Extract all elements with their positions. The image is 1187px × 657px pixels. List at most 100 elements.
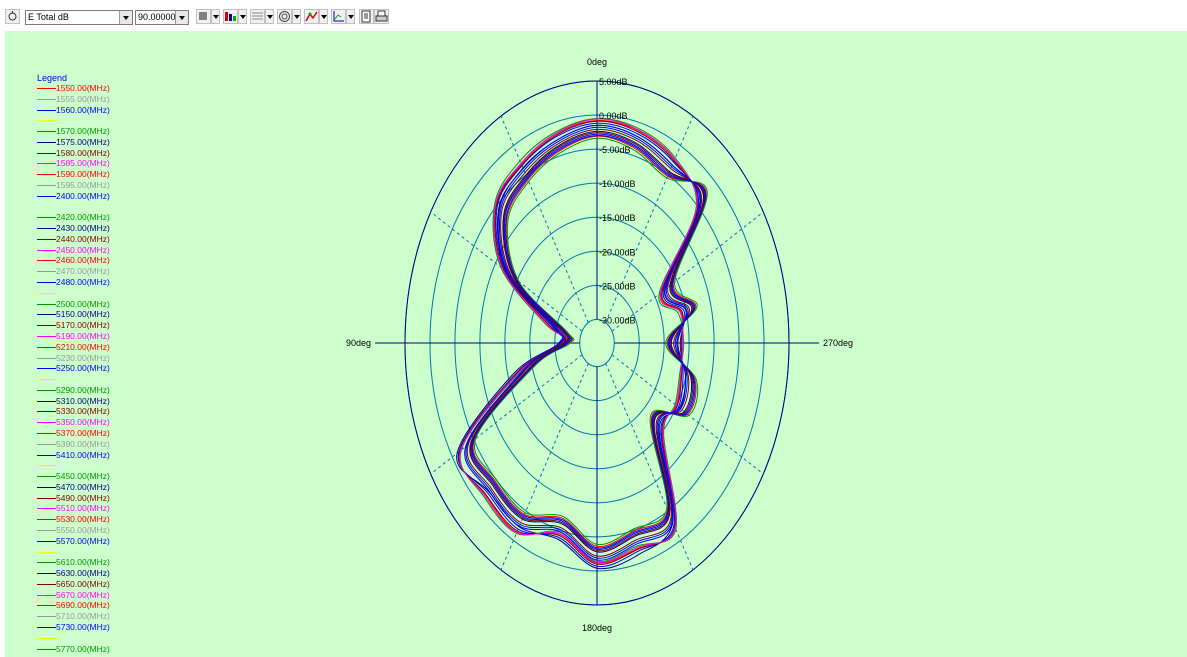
legend-swatch (37, 346, 56, 348)
copy-icon-glyph (361, 10, 371, 23)
legend-swatch (37, 152, 56, 154)
legend-item: 1570.00(MHz) (37, 126, 137, 137)
angle-label-top: 0deg (587, 57, 607, 67)
legend-swatch (37, 303, 56, 305)
view-icon[interactable] (196, 9, 211, 24)
legend-item: 1575.00(MHz) (37, 137, 137, 148)
legend-label: 1575.00(MHz) (56, 136, 110, 147)
legend-label: 2480.00(MHz) (56, 277, 110, 288)
legend-label: 5470.00(MHz) (56, 481, 110, 492)
legend-label: 5210.00(MHz) (56, 341, 110, 352)
grid-icon[interactable] (250, 9, 265, 24)
grid-spoke (605, 115, 694, 323)
chevron-down-icon[interactable] (119, 11, 132, 24)
legend-item: 1555.00(MHz) (37, 94, 137, 105)
legend-item: 5190.00(MHz) (37, 331, 137, 342)
legend-swatch (37, 98, 56, 100)
legend: Legend 1550.00(MHz) 1555.00(MHz) 1560.00(M… (5, 31, 125, 657)
series-line (464, 124, 701, 561)
plot-area[interactable]: Legend 1550.00(MHz) 1555.00(MHz) 1560.00(M… (5, 31, 1187, 657)
legend-title: Legend (37, 73, 68, 83)
legend-swatch (37, 389, 56, 391)
legend-label: 1595.00(MHz) (56, 180, 110, 191)
polar-dropdown[interactable] (292, 9, 301, 24)
angle-label-right: 270deg (823, 338, 853, 348)
legend-label: 2400.00(MHz) (56, 190, 110, 201)
pan-icon[interactable] (5, 9, 20, 24)
legend-item: 1550.00(MHz) (37, 83, 137, 94)
quantity-select[interactable]: E Total dB (25, 10, 133, 25)
legend-swatch (37, 422, 56, 424)
legend-label: 5410.00(MHz) (56, 449, 110, 460)
legend-swatch (37, 443, 56, 445)
legend-item: 2500.00(MHz) (37, 299, 137, 310)
legend-label: 1585.00(MHz) (56, 158, 110, 169)
axis-icon[interactable] (331, 9, 346, 24)
legend-item: 5370.00(MHz) (37, 428, 137, 439)
copy-icon[interactable] (359, 9, 374, 24)
legend-label: 5730.00(MHz) (56, 622, 110, 632)
legend-label: 5170.00(MHz) (56, 320, 110, 331)
legend-swatch (37, 637, 56, 639)
legend-item: 5350.00(MHz) (37, 417, 137, 428)
legend-label: 2430.00(MHz) (56, 223, 110, 234)
grid-spoke (430, 354, 583, 475)
grid-spoke (500, 363, 589, 571)
legend-label: 5690.00(MHz) (56, 600, 110, 611)
legend-item: 2400.00(MHz) (37, 191, 137, 202)
series-line (458, 120, 699, 565)
legend-swatch (37, 605, 56, 607)
legend-swatch (37, 249, 56, 251)
polar-icon-glyph (279, 11, 290, 22)
legend-item: 5730.00(MHz) (37, 622, 137, 633)
radial-tick-label: -30.00dB (599, 315, 636, 325)
legend-label: 5670.00(MHz) (56, 589, 110, 600)
polar-grid (375, 80, 819, 606)
chevron-down-icon[interactable] (175, 11, 188, 24)
legend-swatch (37, 400, 56, 402)
angle-label-left: 90deg (346, 338, 371, 348)
legend-swatch (37, 454, 56, 456)
plot-settings-icon[interactable] (223, 9, 238, 24)
axis-dropdown[interactable] (346, 9, 355, 24)
print-icon[interactable] (374, 9, 389, 24)
series-line (470, 132, 705, 552)
legend-swatch (37, 432, 56, 434)
view-dropdown[interactable] (211, 9, 220, 24)
legend-label: 1580.00(MHz) (56, 147, 110, 158)
marker-icon-glyph (305, 11, 318, 22)
legend-label: 2470.00(MHz) (56, 266, 110, 277)
legend-swatch (37, 616, 56, 618)
legend-swatch (37, 573, 56, 575)
legend-label: 2420.00(MHz) (56, 212, 110, 223)
legend-item: 2450.00(MHz) (37, 245, 137, 256)
legend-swatch (37, 131, 56, 133)
legend-swatch (37, 529, 56, 531)
legend-swatch (37, 282, 56, 284)
grid-spoke (605, 363, 694, 571)
marker-icon[interactable] (304, 9, 319, 24)
legend-swatch (37, 292, 56, 294)
plot-settings-dropdown[interactable] (238, 9, 247, 24)
legend-item: 1590.00(MHz) (37, 169, 137, 180)
marker-dropdown[interactable] (319, 9, 328, 24)
angle-select[interactable]: 90.0000000 (135, 10, 189, 25)
grid-dropdown[interactable] (265, 9, 274, 24)
legend-label: 5610.00(MHz) (56, 557, 110, 568)
grid-spoke (500, 115, 589, 323)
legend-swatch (37, 271, 56, 273)
legend-label: 2500.00(MHz) (56, 298, 110, 309)
series-line (457, 122, 700, 568)
legend-item: 5310.00(MHz) (37, 396, 137, 407)
legend-label: 5530.00(MHz) (56, 514, 110, 525)
polar-icon[interactable] (277, 9, 292, 24)
legend-item: 1585.00(MHz) (37, 158, 137, 169)
polar-chart: 0deg 270deg 90deg 180deg 5.00dB 0.00dB -5.00dB… (346, 57, 853, 633)
legend-swatch (37, 508, 56, 510)
legend-swatch (37, 120, 56, 122)
legend-label: 5330.00(MHz) (56, 406, 110, 417)
legend-swatch (37, 238, 56, 240)
view-icon-glyph (199, 12, 207, 20)
series-line (466, 128, 703, 557)
pan-icon-glyph (8, 11, 17, 21)
